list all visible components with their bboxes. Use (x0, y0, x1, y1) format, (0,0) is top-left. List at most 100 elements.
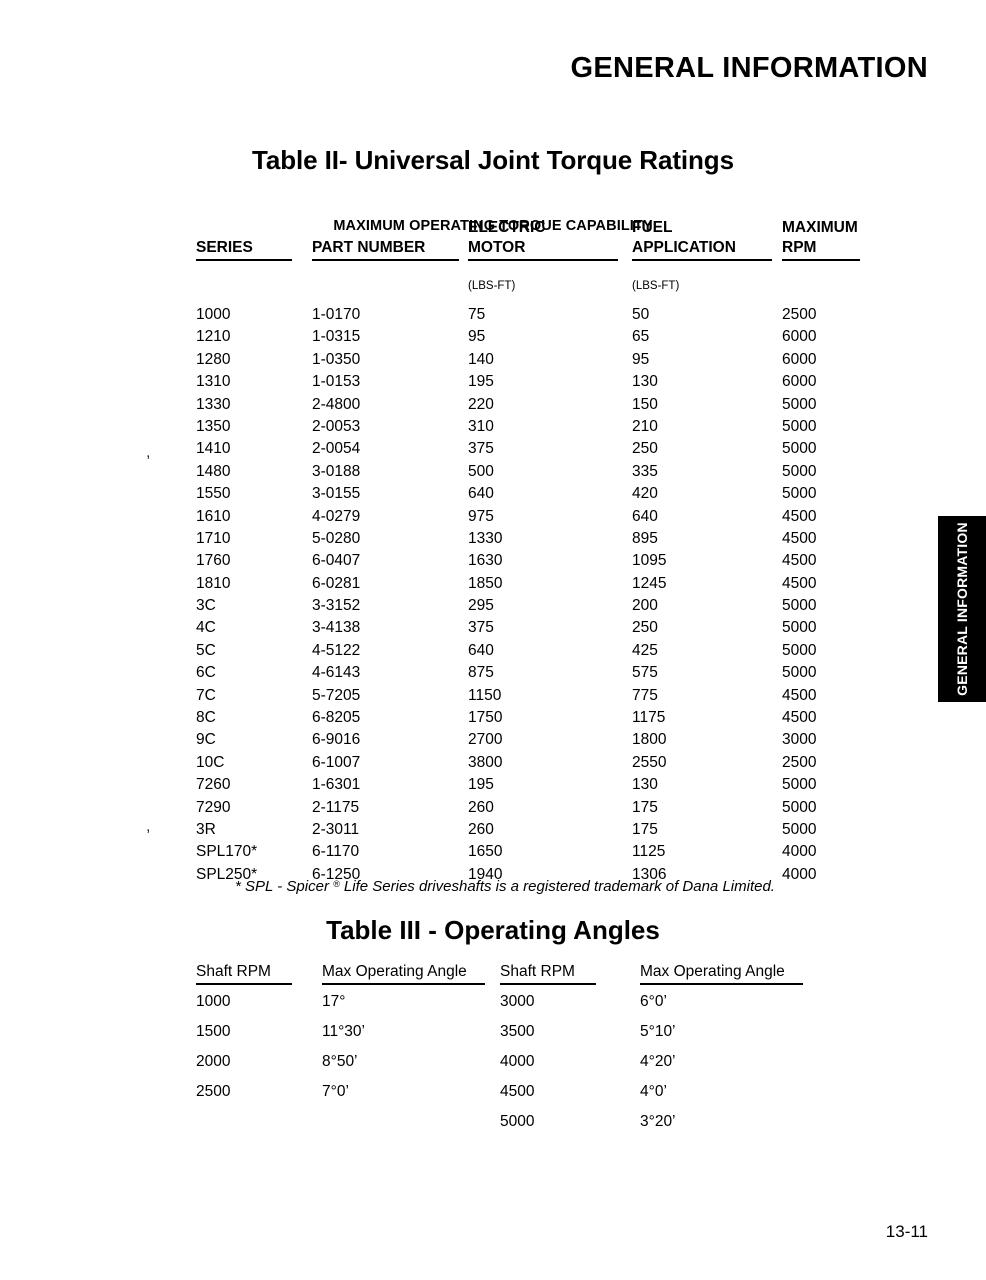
page-number: 13-11 (885, 1222, 928, 1241)
table-cell-series: 1000 (196, 306, 231, 323)
table-cell-part: 1-0170 (312, 306, 361, 323)
table-cell-series: 6C (196, 664, 216, 682)
table-cell-rpm: 4500 (782, 686, 817, 704)
table-row: 4C 3-4138 375 250 5000 (0, 619, 986, 641)
table-cell-fuel: 1175 (632, 709, 666, 727)
table-cell-part: 2-0054 (312, 440, 361, 458)
table-row: 7C 5-7205 1150 775 4500 (0, 687, 986, 709)
table-cell-series: 7260 (196, 776, 231, 794)
table-cell-fuel: 1125 (632, 843, 666, 861)
table-cell-fuel: 210 (632, 417, 658, 435)
table-cell-electric: 1850 (468, 574, 503, 592)
table-cell-electric: 2700 (468, 731, 503, 749)
table-cell-rpm: 4000 (782, 865, 817, 883)
table-3-body: 1000 17° 3000 6°0’ 1500 11°30’ 3500 5°10’ 2000 8°… (0, 993, 986, 1143)
table-row: 5000 3°20’ (0, 1113, 986, 1143)
table-cell-series: 1480 (196, 462, 231, 480)
table-cell-rpm-left: 1500 (196, 1023, 231, 1040)
table-cell-part: 3-4138 (312, 619, 361, 637)
table-cell-part: 2-0053 (312, 417, 361, 435)
table-cell-electric: 1750 (468, 709, 503, 727)
table-cell-rpm-left: 2000 (196, 1053, 231, 1070)
table-cell-series: 8C (196, 709, 216, 727)
table-row: 1000 17° 3000 6°0’ (0, 993, 986, 1023)
table-3-col-header-shaft-rpm-left: Shaft RPM (196, 963, 292, 985)
table-cell-angle-left: 11°30’ (322, 1023, 365, 1040)
table-cell-fuel: 175 (632, 820, 658, 838)
table-cell-electric: 375 (468, 440, 494, 458)
table-cell-part: 1-6301 (312, 776, 361, 794)
table-cell-series: 1330 (196, 395, 231, 413)
table-cell-fuel: 1095 (632, 552, 667, 570)
table-2-col-header-series: SERIES (196, 218, 292, 261)
table-cell-electric: 640 (468, 485, 494, 503)
table-row: 7290 2-1175 260 175 5000 (0, 799, 986, 821)
table-row: 1310 1-0153 195 130 6000 (0, 373, 986, 395)
table-cell-electric: 260 (468, 798, 494, 816)
table-cell-fuel: 1800 (632, 731, 667, 749)
table-row: 1550 3-0155 640 420 5000 (0, 485, 986, 507)
col-header-part-number-label: PART NUMBER (312, 238, 459, 261)
table-cell-series: 1810 (196, 574, 231, 592)
table-cell-part: 6-9016 (312, 731, 361, 749)
table-row: 1710 5-0280 1330 895 4500 (0, 530, 986, 552)
table-cell-rpm-left: 2500 (196, 1083, 231, 1100)
table-cell-part: 6-0407 (312, 552, 361, 570)
table-cell-fuel: 175 (632, 798, 658, 816)
table-row: 1000 1-0170 75 50 2500 (0, 306, 986, 328)
table-cell-angle-left: 7°0’ (322, 1083, 349, 1100)
table-cell-rpm: 5000 (782, 395, 817, 413)
table-cell-fuel: 95 (632, 350, 650, 368)
table-cell-electric: 140 (468, 350, 494, 368)
table-cell-series: SPL170* (196, 843, 258, 861)
table-cell-fuel: 250 (632, 440, 658, 458)
table-cell-rpm: 5000 (782, 462, 817, 480)
table-cell-electric: 640 (468, 641, 494, 659)
table-cell-rpm-right: 5000 (500, 1113, 535, 1130)
table-cell-part: 6-1250 (312, 865, 361, 883)
table-cell-rpm: 5000 (782, 485, 817, 503)
table-cell-fuel: 425 (632, 641, 658, 659)
table-cell-rpm: 5000 (782, 820, 817, 838)
table-cell-angle-right: 5°10’ (640, 1023, 676, 1040)
table-row: 8C 6-8205 1750 1175 4500 (0, 709, 986, 731)
table-row: SPL250* 6-1250 1940 1306 4000 (0, 866, 986, 888)
table-cell-rpm-right: 3000 (500, 993, 535, 1010)
table-cell-part: 2-4800 (312, 395, 361, 413)
table-row: 1280 1-0350 140 95 6000 (0, 351, 986, 373)
table-cell-rpm: 6000 (782, 328, 817, 346)
section-side-tab-label: GENERAL INFORMATION (954, 522, 970, 696)
table-cell-series: 9C (196, 731, 216, 749)
table-2-units-electric: (LBS-FT) (468, 280, 516, 292)
table-cell-electric: 95 (468, 328, 486, 346)
table-row: 1350 2-0053 310 210 5000 (0, 418, 986, 440)
table-cell-fuel: 1306 (632, 865, 667, 883)
table-cell-rpm-left: 1000 (196, 993, 231, 1010)
table-cell-electric: 75 (468, 306, 486, 323)
table-row: SPL170* 6-1170 1650 1125 4000 (0, 843, 986, 865)
table-cell-fuel: 50 (632, 306, 650, 323)
table-cell-rpm-right: 4500 (500, 1083, 535, 1100)
page-header-title: GENERAL INFORMATION (570, 52, 928, 84)
table-cell-rpm: 4500 (782, 709, 817, 727)
table-2-col-header-fuel-application: FUEL APPLICATION (632, 218, 772, 261)
table-cell-part: 6-1007 (312, 753, 361, 771)
table-cell-part: 1-0350 (312, 350, 361, 368)
table-cell-electric: 195 (468, 373, 494, 391)
col-header-fuel-line2: APPLICATION (632, 238, 772, 261)
table-3-col-header-angle-right: Max Operating Angle (640, 963, 803, 985)
table-cell-rpm: 6000 (782, 350, 817, 368)
table-cell-electric: 310 (468, 417, 494, 435)
table-cell-series: 1210 (196, 328, 231, 346)
table-cell-fuel: 65 (632, 328, 650, 346)
table-cell-series: 7290 (196, 798, 231, 816)
table-cell-angle-right: 4°0’ (640, 1083, 667, 1100)
table-cell-series: 4C (196, 619, 216, 637)
table-cell-series: SPL250* (196, 865, 258, 883)
table-cell-fuel: 895 (632, 529, 658, 547)
table-cell-electric: 1330 (468, 529, 503, 547)
table-cell-rpm: 4500 (782, 552, 817, 570)
footnote-text-before: * SPL - Spicer (235, 878, 334, 895)
scan-artifact-mark: , (146, 818, 151, 835)
